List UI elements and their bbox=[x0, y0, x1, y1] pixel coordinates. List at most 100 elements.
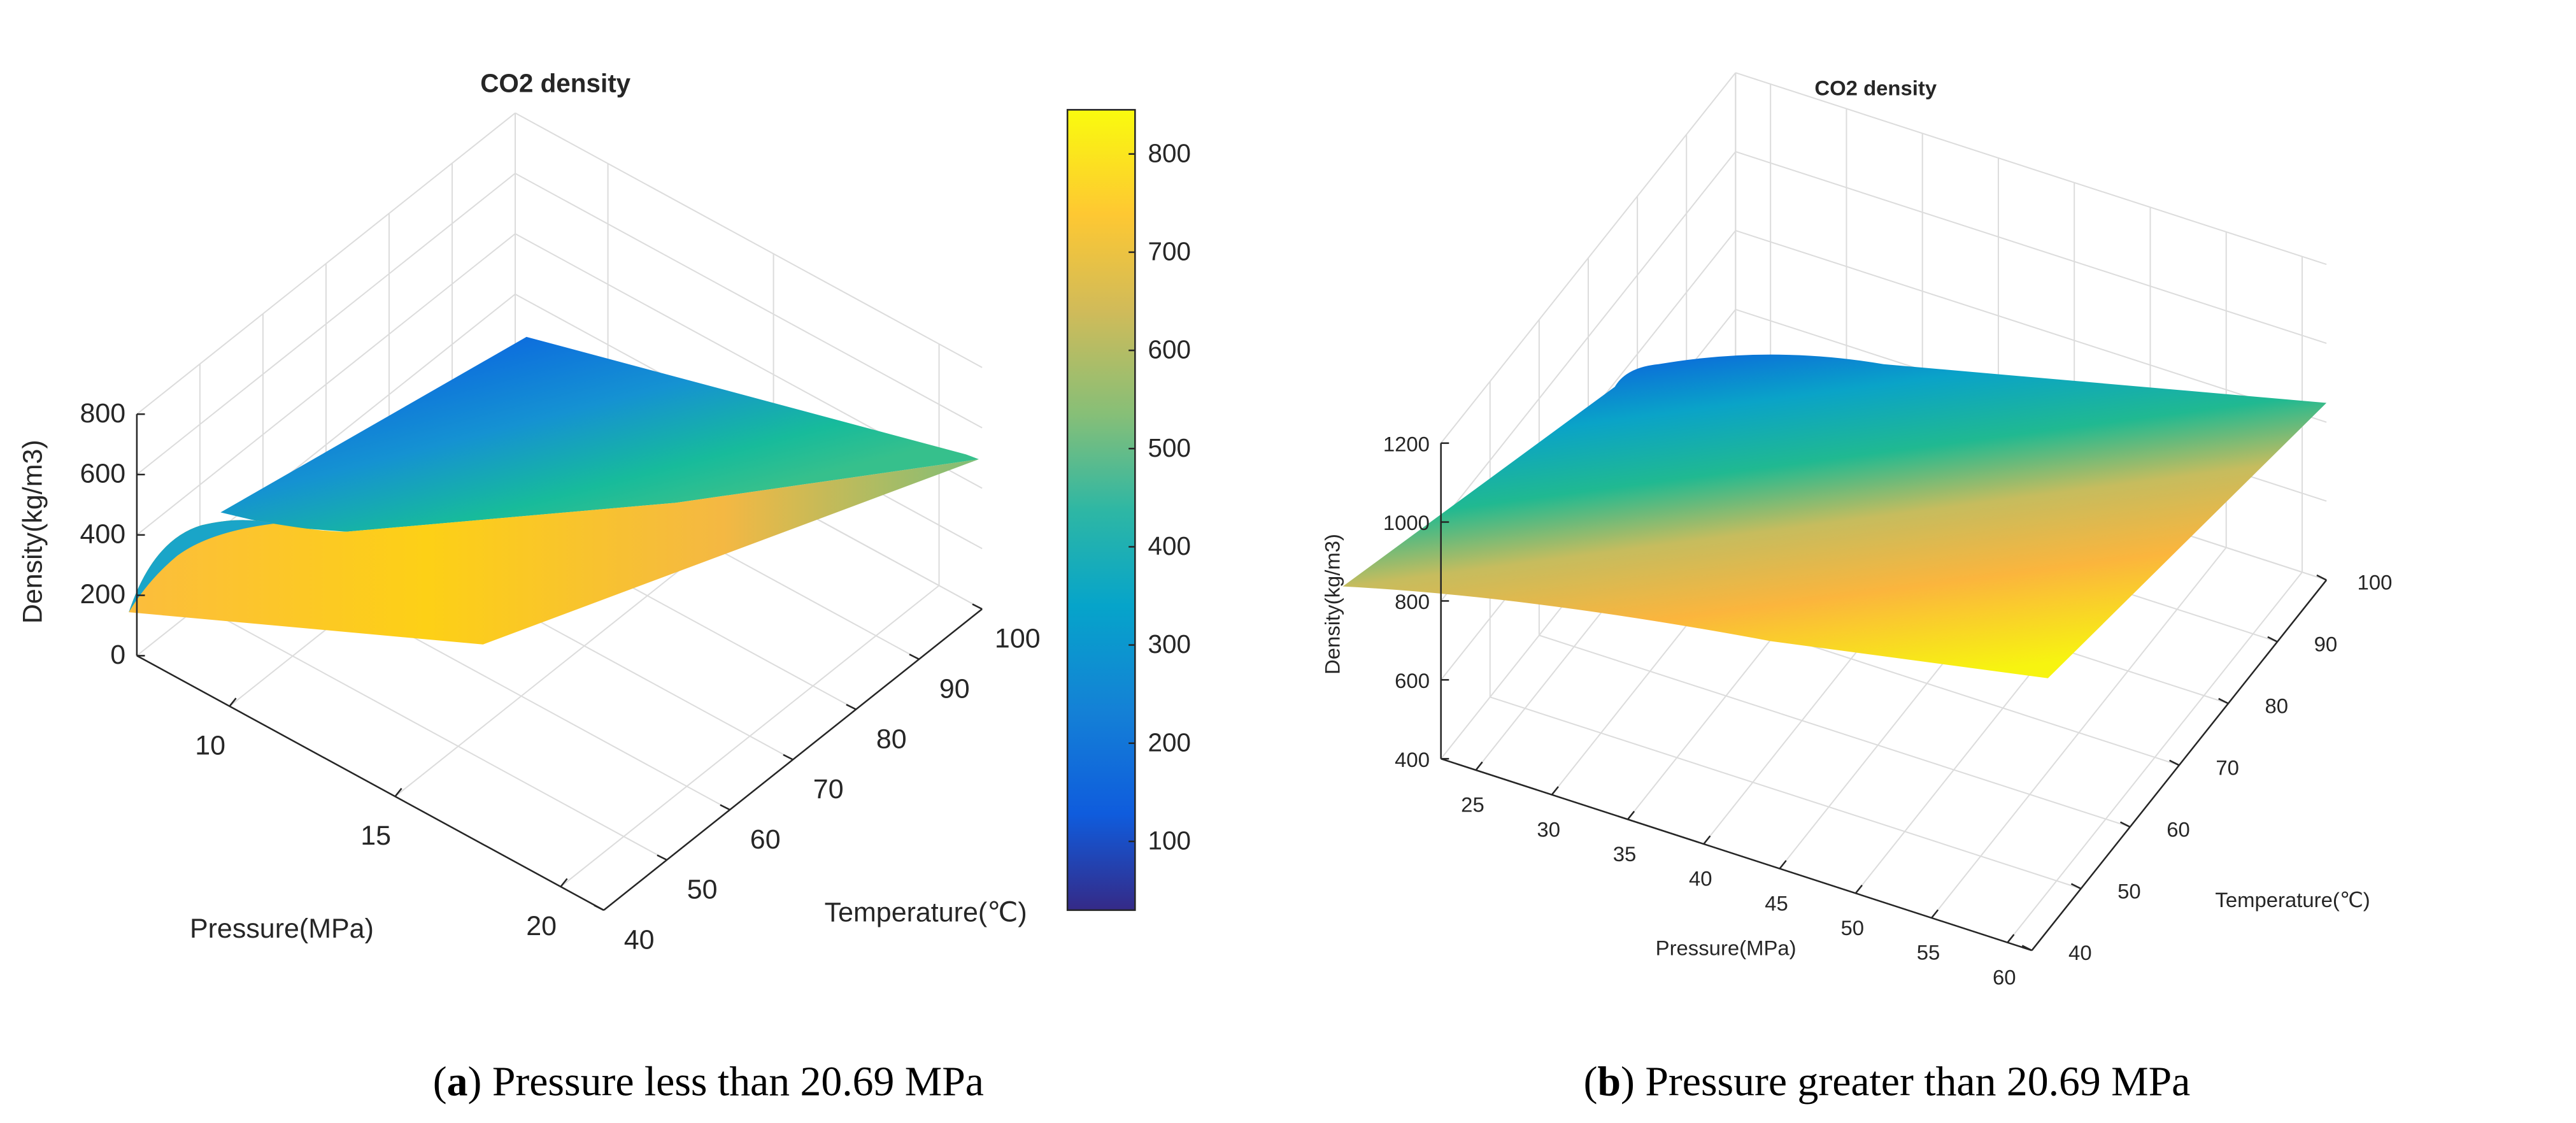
zlabel-b: Density(kg/m3) bbox=[1320, 534, 1344, 675]
grid-line-density bbox=[1735, 230, 2327, 423]
temperature-tick bbox=[2267, 636, 2278, 643]
surface-a-upper bbox=[220, 336, 979, 532]
pressure-tick bbox=[1779, 860, 1787, 869]
temperature-tick bbox=[783, 754, 793, 761]
caption-a: (a) Pressure less than 20.69 MPa bbox=[433, 1059, 984, 1105]
temperature-tick bbox=[2169, 759, 2180, 766]
pressure-tick bbox=[1703, 835, 1711, 845]
temperature-tick-label: 50 bbox=[687, 875, 718, 905]
temperature-tick-label: 70 bbox=[2216, 755, 2239, 779]
density-tick-label: 400 bbox=[80, 519, 125, 549]
temperature-tick bbox=[2316, 574, 2327, 581]
density-tick-label: 600 bbox=[1395, 669, 1430, 692]
colorbar-tick-label: 200 bbox=[1148, 727, 1191, 757]
caption-b: (b) Pressure greater than 20.69 MPa bbox=[1584, 1059, 2191, 1105]
pressure-tick-label: 15 bbox=[360, 820, 391, 851]
density-tick-label: 800 bbox=[1395, 590, 1430, 613]
colorbar-tick-label: 500 bbox=[1148, 433, 1191, 462]
surface-a-left-lip bbox=[129, 520, 274, 613]
pressure-tick bbox=[394, 787, 402, 798]
pressure-tick bbox=[1475, 761, 1483, 771]
temperature-tick-label: 80 bbox=[2265, 694, 2288, 718]
xlabel-b: Pressure(MPa) bbox=[1656, 936, 1797, 960]
colorbar-a: 100 200 300 400 500 600 700 800 bbox=[1066, 109, 1191, 912]
grid-line-density bbox=[515, 112, 983, 368]
colorbar-tick-label: 800 bbox=[1148, 138, 1191, 168]
axes-b: 400 600 800 1000 1200 25 30 35 40 45 50 55 60 40 50 60 7… bbox=[1383, 432, 2393, 989]
grid-line-density bbox=[136, 173, 516, 475]
grid-line-density bbox=[1735, 151, 2327, 344]
temperature-tick bbox=[909, 654, 920, 661]
grid-line-density bbox=[1440, 151, 1737, 523]
grid-line-density bbox=[515, 173, 983, 429]
colorbar-tick-label: 700 bbox=[1148, 237, 1191, 266]
pressure-tick-label: 45 bbox=[1765, 891, 1788, 915]
temperature-tick-label: 40 bbox=[624, 925, 655, 955]
grid-line-temperature bbox=[199, 604, 667, 861]
pressure-axis bbox=[136, 655, 604, 911]
temperature-tick-label: 90 bbox=[939, 674, 970, 705]
temperature-tick-label: 60 bbox=[750, 824, 781, 855]
temperature-tick-label: 100 bbox=[995, 624, 1041, 654]
surface-a bbox=[129, 336, 979, 645]
temperature-tick bbox=[657, 854, 667, 861]
grid-line-density bbox=[136, 233, 516, 536]
density-tick-label: 0 bbox=[110, 640, 125, 670]
grid-line-density bbox=[1440, 72, 1737, 444]
temperature-tick bbox=[2070, 883, 2082, 890]
temperature-tick-label: 50 bbox=[2117, 879, 2141, 903]
pressure-tick-label: 30 bbox=[1537, 817, 1560, 841]
xlabel-a: Pressure(MPa) bbox=[190, 913, 374, 944]
colorbar-tick-label: 400 bbox=[1148, 531, 1191, 561]
pressure-tick bbox=[1854, 884, 1863, 894]
axes-a: 0 200 400 600 800 10 15 20 40 50 60 70 80 90 100 bbox=[80, 398, 1040, 955]
colorbar-tick-label: 300 bbox=[1148, 629, 1191, 659]
pressure-tick-label: 10 bbox=[195, 731, 225, 761]
temperature-axis bbox=[603, 608, 983, 911]
density-tick-label: 600 bbox=[80, 459, 125, 489]
ylabel-a: Temperature(℃) bbox=[825, 898, 1027, 928]
density-tick-label: 800 bbox=[80, 398, 125, 429]
temperature-tick-label: 60 bbox=[2167, 817, 2190, 841]
pressure-tick bbox=[1931, 909, 1939, 919]
density-tick-label: 1200 bbox=[1383, 432, 1430, 455]
temperature-tick-label: 70 bbox=[813, 774, 844, 805]
temperature-tick bbox=[720, 804, 730, 811]
grid-line-density bbox=[1735, 72, 2327, 266]
temperature-tick bbox=[972, 603, 983, 610]
pressure-tick-label: 20 bbox=[526, 911, 557, 941]
surface-b bbox=[1342, 354, 2327, 678]
colorbar-tick-label: 100 bbox=[1148, 826, 1191, 855]
density-tick-label: 200 bbox=[80, 579, 125, 610]
pressure-tick-label: 50 bbox=[1840, 916, 1864, 940]
title-b: CO2 density bbox=[1814, 76, 1937, 100]
grid-line-density bbox=[136, 112, 516, 415]
pressure-tick bbox=[2007, 934, 2015, 943]
temperature-tick-label: 80 bbox=[876, 724, 907, 754]
density-tick-label: 400 bbox=[1395, 748, 1430, 771]
temperature-tick-label: 90 bbox=[2314, 633, 2338, 656]
grid-line-temperature bbox=[1490, 696, 2081, 890]
pressure-tick-label: 60 bbox=[1993, 965, 2016, 989]
temperature-tick bbox=[2218, 697, 2229, 705]
temperature-tick-label: 100 bbox=[2358, 571, 2393, 594]
temperature-tick bbox=[846, 703, 857, 710]
surface-a-lower bbox=[129, 459, 979, 645]
title-a: CO2 density bbox=[480, 69, 630, 98]
temperature-tick bbox=[2021, 945, 2033, 952]
colorbar-a-bar bbox=[1066, 109, 1136, 912]
surface-b-face bbox=[1342, 354, 2327, 678]
pressure-tick bbox=[229, 697, 237, 707]
density-tick-label: 1000 bbox=[1383, 511, 1430, 534]
pressure-tick bbox=[560, 878, 568, 887]
ylabel-b: Temperature(℃) bbox=[2215, 888, 2370, 912]
pressure-tick-label: 40 bbox=[1689, 867, 1712, 891]
zlabel-a: Density(kg/m3) bbox=[18, 440, 48, 624]
temperature-tick-label: 40 bbox=[2068, 941, 2092, 964]
pressure-tick bbox=[1551, 786, 1559, 796]
pressure-tick-label: 25 bbox=[1461, 793, 1484, 817]
pressure-axis bbox=[1441, 757, 2032, 952]
temperature-tick bbox=[594, 905, 604, 911]
pressure-tick bbox=[1627, 810, 1635, 820]
